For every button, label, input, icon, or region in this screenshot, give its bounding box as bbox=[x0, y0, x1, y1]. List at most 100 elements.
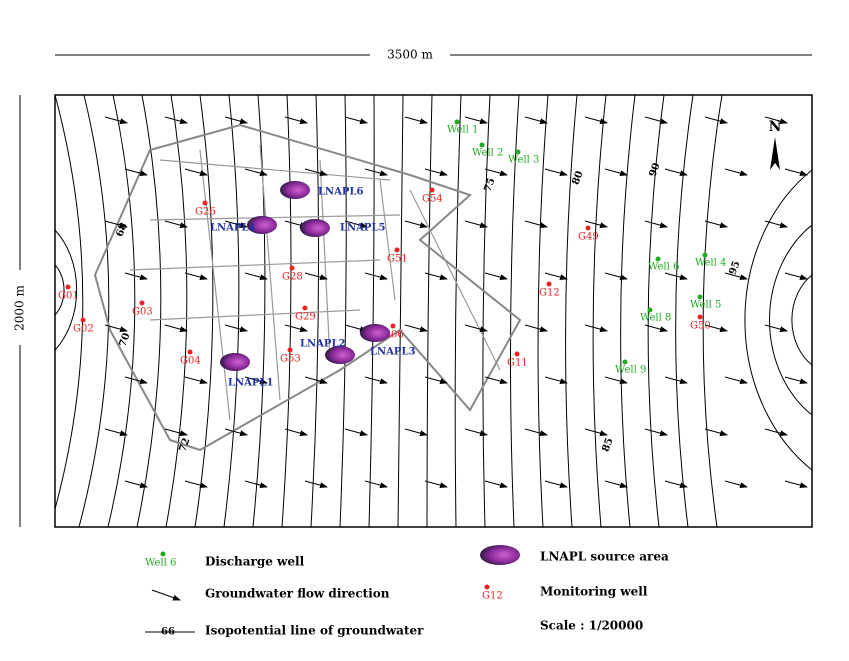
monitoring-label: G53 bbox=[280, 354, 301, 365]
flow-arrow bbox=[664, 480, 688, 489]
flow-arrow bbox=[704, 220, 728, 229]
lnapl-plume bbox=[220, 353, 250, 371]
flow-arrow bbox=[224, 220, 248, 229]
monitoring-label: G03 bbox=[132, 307, 153, 318]
flow-arrow bbox=[104, 428, 128, 437]
flow-arrow bbox=[364, 480, 388, 489]
flow-arrow bbox=[464, 324, 488, 333]
monitoring-well bbox=[65, 284, 71, 290]
discharge-well bbox=[454, 119, 460, 125]
monitoring-well bbox=[287, 347, 293, 353]
contour-line bbox=[744, 169, 812, 471]
monitoring-well bbox=[585, 225, 591, 231]
north-arrow bbox=[770, 137, 780, 170]
lnapl-plume bbox=[247, 216, 277, 234]
monitoring-label: G29 bbox=[295, 312, 316, 323]
flow-arrow bbox=[304, 168, 328, 177]
flow-arrow bbox=[164, 428, 188, 437]
flow-arrow bbox=[464, 428, 488, 437]
monitoring-well bbox=[139, 300, 145, 306]
flow-arrow bbox=[284, 324, 308, 333]
legend-arrow bbox=[151, 589, 181, 601]
flow-arrow bbox=[544, 168, 568, 177]
contour-line bbox=[620, 95, 636, 527]
contour-line bbox=[454, 95, 462, 527]
flow-arrow bbox=[644, 220, 668, 229]
flow-arrow bbox=[364, 168, 388, 177]
monitoring-well bbox=[202, 200, 208, 206]
flow-arrow bbox=[244, 376, 268, 385]
flow-arrow bbox=[704, 324, 728, 333]
flow-arrow bbox=[284, 428, 308, 437]
flow-arrow bbox=[244, 168, 268, 177]
contour-label: 75 bbox=[482, 177, 497, 194]
legend-contour-sample: 66 bbox=[161, 627, 175, 638]
flow-arrow bbox=[404, 324, 428, 333]
well-label: Well 4 bbox=[695, 258, 726, 269]
contours bbox=[55, 95, 812, 527]
discharge-well bbox=[655, 256, 661, 262]
flow-arrow bbox=[524, 324, 548, 333]
flow-arrow bbox=[364, 376, 388, 385]
contour-line bbox=[165, 95, 188, 527]
legend-monitor-dot bbox=[484, 584, 490, 590]
flow-arrow bbox=[224, 428, 248, 437]
monitoring-label: G50 bbox=[690, 321, 711, 332]
flow-arrow bbox=[524, 220, 548, 229]
flow-arrow bbox=[164, 116, 188, 125]
flow-arrow bbox=[664, 376, 688, 385]
flow-arrow bbox=[184, 272, 208, 281]
contour-line bbox=[482, 95, 491, 527]
monitoring-label: G06 bbox=[383, 330, 404, 341]
lnapl-label: LNAPL3 bbox=[370, 347, 415, 358]
plant-roads bbox=[129, 144, 501, 421]
contour-line bbox=[223, 95, 240, 527]
well-label: Well 8 bbox=[640, 313, 671, 324]
flow-arrow bbox=[344, 220, 368, 229]
flow-arrow bbox=[124, 168, 148, 177]
contour-label: 85 bbox=[600, 437, 615, 454]
flow-arrow bbox=[544, 480, 568, 489]
plant-outline bbox=[93, 123, 522, 452]
monitoring-well bbox=[546, 281, 552, 287]
contour-line bbox=[675, 95, 694, 527]
flow-arrow bbox=[724, 272, 748, 281]
flow-arrow bbox=[184, 376, 208, 385]
flow-arrow bbox=[104, 220, 128, 229]
flow-arrow bbox=[784, 272, 808, 281]
well-label: Well 2 bbox=[472, 148, 503, 159]
monitoring-well bbox=[514, 351, 520, 357]
flow-arrow bbox=[784, 376, 808, 385]
contour-label: 70 bbox=[117, 332, 132, 349]
flow-arrow bbox=[244, 480, 268, 489]
contour-line bbox=[592, 95, 607, 527]
flow-arrow bbox=[764, 428, 788, 437]
flow-arrow bbox=[404, 116, 428, 125]
flow-arrow bbox=[224, 324, 248, 333]
flow-arrow bbox=[104, 116, 128, 125]
width-label: 3500 m bbox=[387, 48, 433, 62]
well-label: Well 5 bbox=[690, 300, 721, 311]
contour-line bbox=[769, 224, 812, 416]
flow-arrow bbox=[724, 168, 748, 177]
lnapl-label: LNAPL1 bbox=[228, 378, 273, 389]
flow-arrow bbox=[664, 168, 688, 177]
flow-arrow bbox=[584, 428, 608, 437]
contour-line bbox=[565, 95, 578, 527]
legend-text: Discharge well bbox=[205, 555, 305, 569]
flow-arrow bbox=[584, 220, 608, 229]
flow-arrow bbox=[724, 376, 748, 385]
well-label: Well 3 bbox=[508, 155, 539, 166]
discharge-well bbox=[622, 359, 628, 365]
monitoring-well bbox=[80, 317, 86, 323]
well-label: Well 6 bbox=[648, 262, 679, 273]
flow-arrow bbox=[284, 116, 308, 125]
flow-arrow bbox=[124, 480, 148, 489]
monitoring-label: G51 bbox=[387, 254, 408, 265]
lnapl-label: LNAPL5 bbox=[340, 223, 385, 234]
flow-arrow bbox=[604, 168, 628, 177]
contour-label: 95 bbox=[727, 260, 742, 277]
lnapl-label: LNAPL6 bbox=[318, 187, 363, 198]
flow-arrow bbox=[464, 220, 488, 229]
contour-line bbox=[136, 95, 162, 527]
